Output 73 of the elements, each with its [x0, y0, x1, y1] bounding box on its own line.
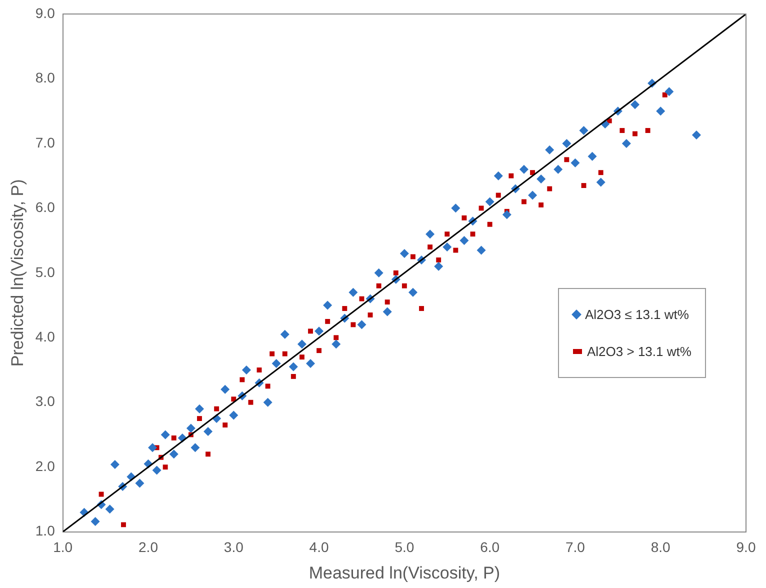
- point: [632, 131, 638, 136]
- point: [564, 157, 570, 162]
- x-tick-label: 9.0: [736, 539, 756, 556]
- x-tick-label: 8.0: [650, 539, 671, 556]
- point: [270, 351, 275, 356]
- point: [402, 283, 407, 288]
- y-tick-label: 3.0: [35, 393, 56, 410]
- point: [231, 396, 236, 402]
- point: [240, 377, 245, 382]
- point: [436, 257, 442, 262]
- point: [508, 173, 514, 178]
- y-axis-title: Predicted ln(Viscosity, P): [8, 179, 27, 367]
- x-tick-label: 7.0: [565, 539, 586, 556]
- point: [581, 183, 586, 188]
- point: [265, 384, 270, 389]
- point: [197, 416, 202, 422]
- point: [98, 492, 104, 497]
- point: [620, 128, 625, 133]
- y-tick-label: 4.0: [35, 328, 56, 344]
- y-tick-label: 8.0: [35, 70, 56, 86]
- point: [342, 306, 348, 311]
- point: [359, 296, 364, 302]
- point: [453, 248, 458, 253]
- point: [478, 206, 484, 211]
- point: [248, 400, 254, 405]
- point: [462, 215, 467, 220]
- point: [393, 270, 398, 276]
- x-axis-title: Measured ln(Viscosity, P): [308, 563, 500, 582]
- point: [121, 522, 126, 528]
- point: [299, 354, 304, 360]
- point: [598, 170, 604, 176]
- point: [256, 368, 262, 372]
- point: [645, 128, 650, 133]
- legend-label: Al2O3 ≤ 13.1 wt%: [585, 306, 689, 322]
- point: [171, 435, 176, 440]
- point: [334, 335, 339, 340]
- point: [444, 232, 450, 237]
- point: [410, 254, 416, 260]
- legend-label: Al2O3 > 13.1 wt%: [587, 344, 692, 359]
- point: [470, 232, 476, 237]
- y-tick-label: 9.0: [35, 4, 56, 21]
- point: [222, 422, 228, 428]
- x-tick-label: 6.0: [480, 539, 500, 556]
- x-tick-label: 4.0: [309, 539, 329, 556]
- point: [662, 92, 668, 98]
- point: [487, 222, 492, 227]
- x-tick-label: 1.0: [53, 539, 73, 556]
- point: [325, 318, 330, 324]
- point: [368, 312, 373, 318]
- x-tick-label: 2.0: [138, 539, 158, 556]
- y-tick-label: 6.0: [35, 199, 56, 216]
- point: [316, 348, 322, 354]
- point: [290, 374, 296, 379]
- point: [376, 283, 382, 288]
- point: [384, 300, 390, 304]
- y-tick-label: 2.0: [35, 458, 56, 474]
- x-tick-label: 3.0: [224, 539, 244, 556]
- y-tick-label: 1.0: [35, 522, 56, 539]
- point: [547, 186, 552, 192]
- x-tick-label: 5.0: [394, 539, 414, 556]
- point: [522, 199, 526, 204]
- point: [428, 244, 433, 250]
- point: [308, 328, 313, 334]
- point: [162, 464, 168, 470]
- point: [214, 406, 220, 412]
- point: [206, 452, 211, 457]
- y-tick-label: 7.0: [35, 134, 56, 150]
- y-tick-label: 5.0: [35, 264, 56, 280]
- point: [350, 322, 356, 328]
- point: [419, 306, 424, 311]
- point: [496, 192, 501, 198]
- point: [282, 351, 288, 356]
- point: [538, 202, 544, 208]
